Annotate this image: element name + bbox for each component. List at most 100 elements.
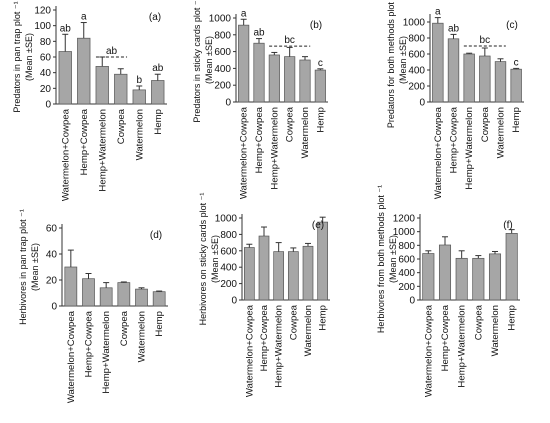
panel-label: (f) [503, 220, 512, 231]
y-axis-subtitle: (Mean ±SE) [204, 36, 214, 84]
category-label: Watermelon+Cowpea [423, 304, 434, 397]
significance-letter: ab [448, 23, 460, 34]
y-tick-label: 400 [398, 268, 415, 279]
significance-letter: a [435, 7, 441, 18]
significance-letter: c [514, 57, 519, 68]
y-axis-subtitle: (Mean ±SE) [388, 235, 398, 283]
bar [273, 251, 285, 301]
y-tick-label: 800 [408, 34, 425, 45]
y-tick-label: 20 [40, 84, 52, 95]
bar [253, 42, 265, 103]
category-label: Watermelon [134, 109, 145, 160]
bar [268, 54, 280, 103]
y-axis-title: Predators in pan trap plot ⁻¹ [12, 1, 22, 112]
y-tick-label: 20 [46, 276, 58, 287]
bar [58, 51, 72, 105]
y-tick-label: 200 [398, 282, 415, 293]
bar [243, 247, 255, 301]
bar [447, 38, 460, 103]
y-axis-title: Herbivores on sticky cards plot ⁻¹ [198, 193, 208, 326]
y-tick-label: 80 [40, 37, 52, 48]
category-label: Cowpea [119, 310, 130, 346]
category-label: Hemp+Watermelon [457, 305, 468, 388]
category-label: Hemp+Cowpea [259, 304, 270, 371]
bar [238, 24, 250, 103]
category-label: Cowpea [116, 108, 127, 144]
category-label: Watermelon+Cowpea [66, 310, 77, 403]
significance-span-label: bc [480, 35, 491, 46]
category-label: Watermelon [300, 107, 311, 158]
y-tick-label: 800 [220, 230, 237, 241]
y-tick-label: 600 [398, 255, 415, 266]
y-tick-label: 0 [225, 98, 231, 109]
y-tick-label: 60 [40, 53, 52, 64]
bar [152, 291, 166, 307]
category-label: Hemp+Cowpea [79, 108, 90, 175]
category-label: Watermelon+Cowpea [433, 106, 444, 199]
bar [151, 80, 165, 105]
bar [488, 253, 502, 301]
bar [114, 73, 128, 105]
category-label: Hemp [318, 305, 329, 331]
y-tick-label: 60 [46, 224, 58, 235]
y-tick-label: 400 [408, 66, 425, 77]
y-axis-title: Herbivores from both methods plot ⁻¹ [376, 185, 386, 333]
y-tick-label: 0 [51, 302, 57, 313]
y-axis-subtitle: (Mean ±SE) [24, 33, 34, 81]
bar [135, 288, 148, 307]
y-axis-title: Herbivores in pan trap plot ⁻¹ [18, 209, 28, 325]
bar [317, 221, 329, 301]
bar [99, 287, 113, 307]
bar [299, 59, 311, 103]
y-tick-label: 600 [220, 246, 237, 257]
y-axis-title: Predators for both methods plot ⁻¹ [386, 0, 396, 128]
category-label: Hemp+Watermelon [269, 107, 280, 190]
bar [284, 56, 296, 103]
category-label: Hemp [511, 107, 522, 133]
category-label: Hemp+Cowpea [84, 310, 95, 377]
y-axis-title: Predators in sticky cards plot ⁻¹ [192, 0, 202, 123]
y-tick-label: 1200 [393, 214, 416, 225]
bar [132, 89, 146, 105]
category-label: Hemp+Watermelon [101, 311, 112, 394]
significance-letter: b [136, 75, 142, 86]
bar [438, 244, 452, 301]
bar [287, 251, 299, 301]
category-label: Watermelon+Cowpea [244, 304, 255, 397]
panel-label: (c) [506, 20, 518, 31]
panel-label: (e) [312, 220, 324, 231]
bar [455, 257, 468, 301]
category-label: Hemp+Watermelon [464, 107, 475, 190]
panel-label: (a) [149, 12, 161, 23]
category-label: Watermelon [137, 311, 148, 362]
category-label: Hemp [153, 109, 164, 135]
category-label: Hemp+Watermelon [97, 109, 108, 192]
y-tick-label: 400 [214, 64, 231, 75]
category-label: Hemp+Cowpea [440, 304, 451, 371]
bar [472, 257, 485, 301]
bar [479, 55, 491, 103]
category-label: Hemp [154, 311, 165, 337]
y-tick-label: 0 [419, 98, 425, 109]
bar [505, 233, 518, 301]
y-tick-label: 800 [214, 30, 231, 41]
y-tick-label: 1000 [215, 214, 238, 225]
category-label: Watermelon+Cowpea [239, 106, 250, 199]
y-tick-label: 1000 [393, 227, 416, 238]
bar [77, 37, 91, 105]
category-label: Cowpea [480, 106, 491, 142]
y-tick-label: 800 [398, 241, 415, 252]
panel-label: (b) [310, 20, 322, 31]
bar [64, 266, 78, 307]
y-tick-label: 200 [214, 81, 231, 92]
bar [422, 253, 435, 301]
significance-letter: ab [152, 63, 164, 74]
y-tick-label: 1000 [403, 18, 426, 29]
category-label: Watermelon+Cowpea [60, 108, 71, 201]
bar [82, 278, 95, 307]
bar [463, 53, 475, 103]
y-axis-subtitle: (Mean ±SE) [398, 36, 408, 84]
significance-letter: ab [253, 28, 265, 39]
bar [510, 68, 522, 103]
